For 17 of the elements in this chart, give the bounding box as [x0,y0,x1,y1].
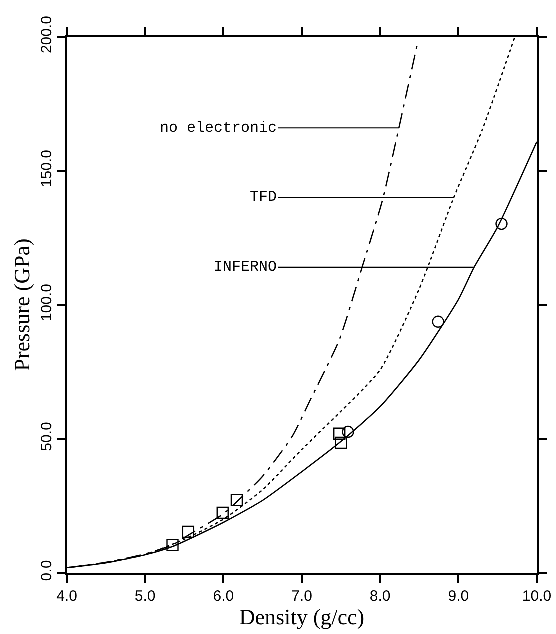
x-tick-label: 7.0 [292,588,312,605]
x-tick-label: 9.0 [448,588,470,605]
x-tick-label: 10.0 [522,588,552,605]
y-axis-title: Pressure (GPa) [10,238,35,372]
y-tick-label: 50.0 [38,422,56,452]
annotation: INFERNO [214,259,278,276]
y-tick-label: 200.0 [38,16,56,54]
x-tick-label: 8.0 [370,588,391,605]
y-tick-label: 100.0 [38,284,56,322]
y-tick-label: 150.0 [38,150,56,188]
x-tick-label: 5.0 [134,588,156,605]
x-axis-title: Density (g/cc) [239,604,365,630]
y-tick-label: 0.0 [38,560,56,582]
x-tick-label: 4.0 [56,588,78,605]
annotation: no electronic [160,120,278,137]
x-tick-label: 6.0 [213,588,234,605]
annotation: TFD [250,189,278,206]
